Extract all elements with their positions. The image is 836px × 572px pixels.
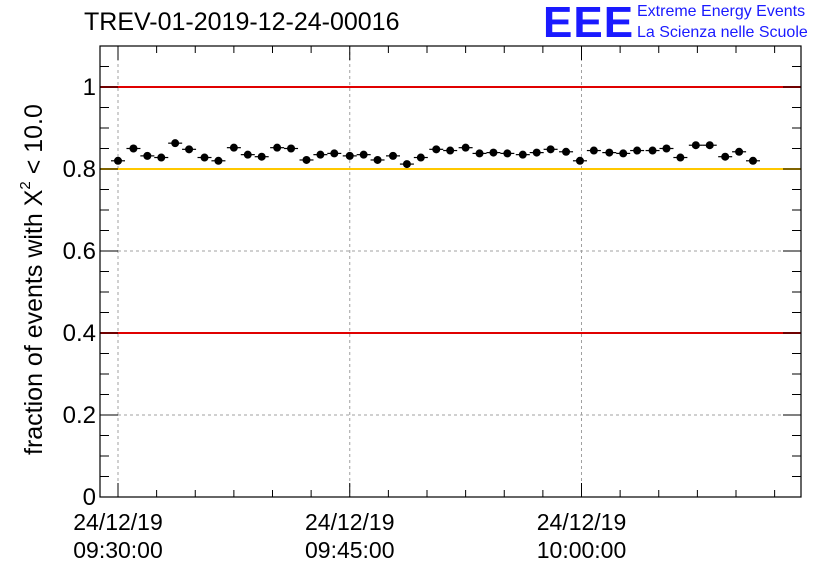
data-point [171,139,180,148]
data-point [633,146,642,155]
data-point [302,155,311,164]
y-tick-label: 1 [83,74,96,101]
y-tick-label: 0.6 [63,238,96,265]
data-point [676,153,685,162]
data-point [721,152,730,161]
data-points [111,139,760,169]
data-point [373,155,382,164]
y-tick-label: 0.2 [63,402,96,429]
data-point [185,145,194,154]
data-point [619,149,628,158]
y-axis-label: fraction of events with X2 < 10.0 [17,104,48,455]
x-tick-label-date: 24/12/19 [305,509,395,535]
x-tick-label-time: 09:45:00 [305,537,395,563]
y-tick-label: 0 [83,484,96,511]
data-point [157,153,166,162]
eee-logo: EEE [543,0,635,47]
x-tick-label-time: 09:30:00 [73,537,163,563]
data-point [705,141,714,150]
x-tick-label-time: 10:00:00 [537,537,627,563]
axis-labels: 00.20.40.60.8124/12/1909:30:0024/12/1909… [17,74,626,563]
data-point [359,150,368,159]
data-point [662,144,671,153]
y-tick-label: 0.8 [63,156,96,183]
data-point [546,145,555,154]
data-point [648,146,657,155]
data-point [129,144,138,153]
x-tick-label-date: 24/12/19 [537,509,627,535]
data-point [114,156,122,165]
logo-subtitle-1: Extreme Energy Events [637,3,806,20]
data-point [532,148,541,157]
data-point [389,151,398,160]
data-point [562,147,571,156]
chart-title: TREV-01-2019-12-24-00016 [84,8,400,36]
data-point [735,147,744,156]
logo-subtitle-2: La Scienza nelle Scuole [637,24,808,41]
data-point [229,143,238,152]
data-point [273,143,282,152]
plot-frame [99,45,802,498]
grid-layer [100,46,801,497]
data-point [475,149,484,158]
data-point [257,152,266,161]
x-tick-label-date: 24/12/19 [73,509,163,535]
data-point [748,156,757,165]
data-point [316,150,325,159]
reference-lines [100,86,801,334]
data-point [589,146,598,155]
data-point [446,146,455,155]
data-point [575,156,584,165]
data-point [489,148,498,157]
data-point [243,150,252,159]
data-point [518,150,527,159]
data-point [143,151,152,160]
y-tick-label: 0.4 [63,320,96,347]
data-point [330,149,339,158]
data-point [461,143,470,152]
data-point [345,151,354,160]
data-point [416,153,425,162]
data-point [691,141,700,150]
data-point [402,160,411,169]
data-point [200,153,209,162]
axes [99,45,802,498]
data-point [214,156,223,165]
data-point [503,149,512,158]
data-point [287,144,296,153]
data-point [605,148,614,157]
data-point [432,145,441,154]
